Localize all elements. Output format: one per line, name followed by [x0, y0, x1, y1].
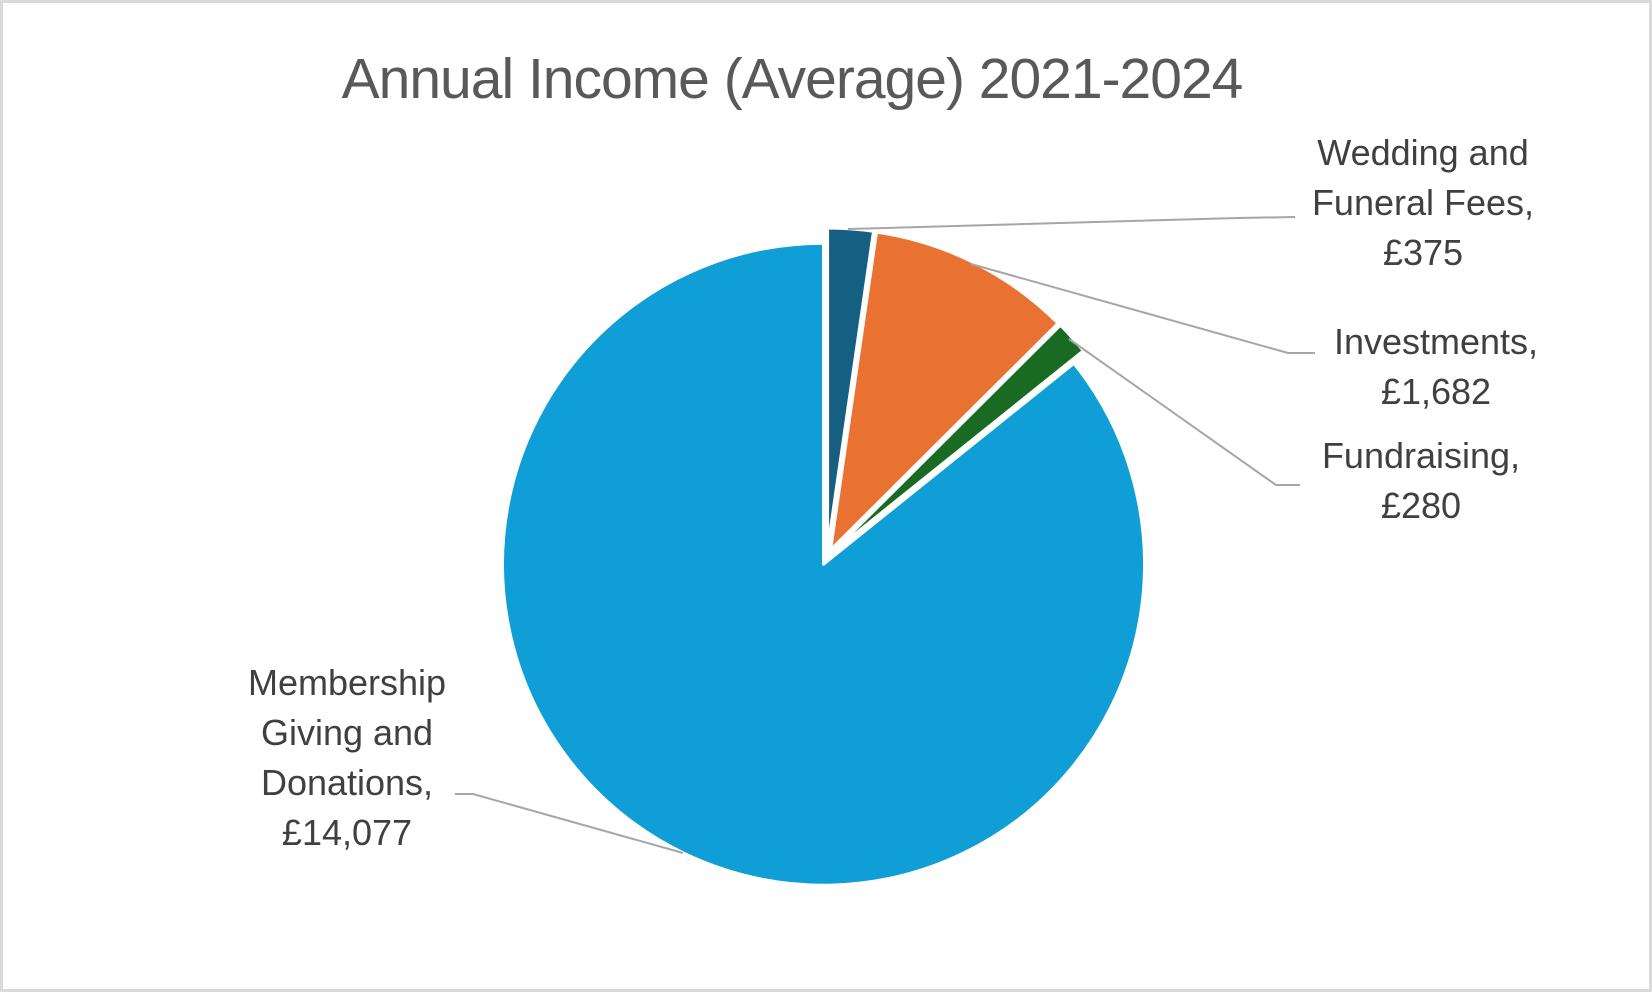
- data-label-line: Giving and: [260, 712, 434, 753]
- leader-line-fundraising: [1068, 338, 1300, 486]
- leader-line-membership-giving-and-donations: [455, 793, 684, 854]
- pie-chart: [455, 216, 1315, 887]
- leader-line-wedding-and-funeral-fees: [847, 216, 1296, 230]
- data-label-investments: Investments, £1,682: [1334, 317, 1538, 417]
- data-label-line: Funeral Fees,: [1311, 182, 1535, 223]
- data-label-line: Donations,: [260, 762, 434, 803]
- data-label-line: Wedding and: [1317, 132, 1529, 173]
- data-label-line: Fundraising,: [1321, 435, 1521, 476]
- chart-title: Annual Income (Average) 2021-2024: [341, 47, 1244, 111]
- data-label-line: £14,077: [281, 812, 413, 853]
- data-label-line: £280: [1380, 485, 1462, 526]
- data-label-fundraising: Fundraising, £280: [1322, 431, 1520, 531]
- data-label-wedding-and-funeral-fees: Wedding and Funeral Fees, £375: [1312, 128, 1534, 278]
- data-label-line: £375: [1382, 232, 1464, 273]
- pie-slice-membership-giving-and-donations[interactable]: [501, 241, 1146, 887]
- data-label-membership-giving-and-donations: Membership Giving and Donations, £14,077: [248, 658, 446, 858]
- data-label-line: Investments,: [1333, 321, 1539, 362]
- data-label-line: £1,682: [1380, 371, 1492, 412]
- pie-slice-investments[interactable]: [829, 230, 1060, 552]
- pie-slice-fundraising[interactable]: [831, 323, 1085, 554]
- leader-line-investments: [970, 263, 1315, 354]
- data-label-line: Membership: [247, 662, 447, 703]
